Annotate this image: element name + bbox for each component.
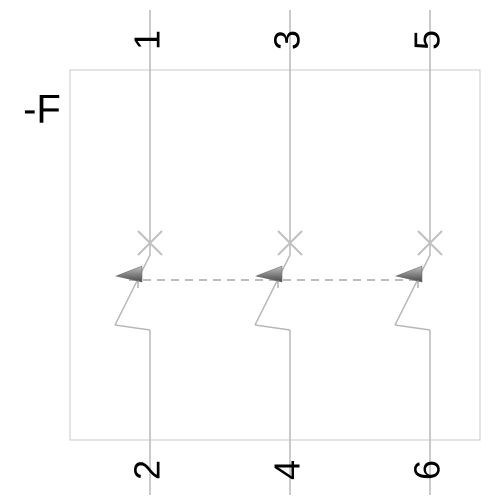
- pole-2: 34: [255, 10, 308, 495]
- terminal-label-top: 3: [267, 30, 308, 50]
- terminal-label-bottom: 4: [267, 460, 308, 480]
- contact-stub: [395, 325, 430, 330]
- terminal-label-top: 1: [127, 30, 168, 50]
- pole-1: 12: [115, 10, 168, 495]
- pole-3: 56: [395, 10, 448, 495]
- contact-stub: [255, 325, 290, 330]
- moving-contact: [115, 255, 150, 325]
- terminal-label-bottom: 6: [407, 460, 448, 480]
- contact-stub: [115, 325, 150, 330]
- moving-contact: [255, 255, 290, 325]
- terminal-label-top: 5: [407, 30, 448, 50]
- moving-contact: [395, 255, 430, 325]
- designator-label: -F: [23, 88, 61, 132]
- terminal-label-bottom: 2: [127, 460, 168, 480]
